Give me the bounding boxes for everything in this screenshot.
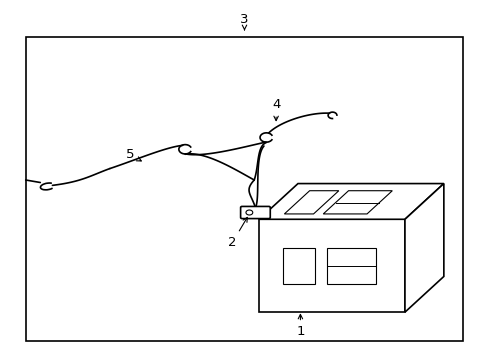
Text: 4: 4 [271, 99, 280, 121]
Text: 5: 5 [126, 148, 141, 162]
Bar [326, 248, 375, 284]
Polygon shape [259, 184, 443, 219]
Circle shape [245, 210, 252, 215]
Polygon shape [323, 191, 391, 214]
Text: 1: 1 [296, 314, 304, 338]
Text: 2: 2 [227, 217, 247, 249]
Bar [26, 37, 462, 341]
Bar [283, 248, 314, 284]
Polygon shape [404, 184, 443, 312]
Bar [259, 219, 404, 312]
Polygon shape [284, 191, 338, 214]
Text: 3: 3 [240, 13, 248, 26]
FancyBboxPatch shape [240, 206, 270, 219]
